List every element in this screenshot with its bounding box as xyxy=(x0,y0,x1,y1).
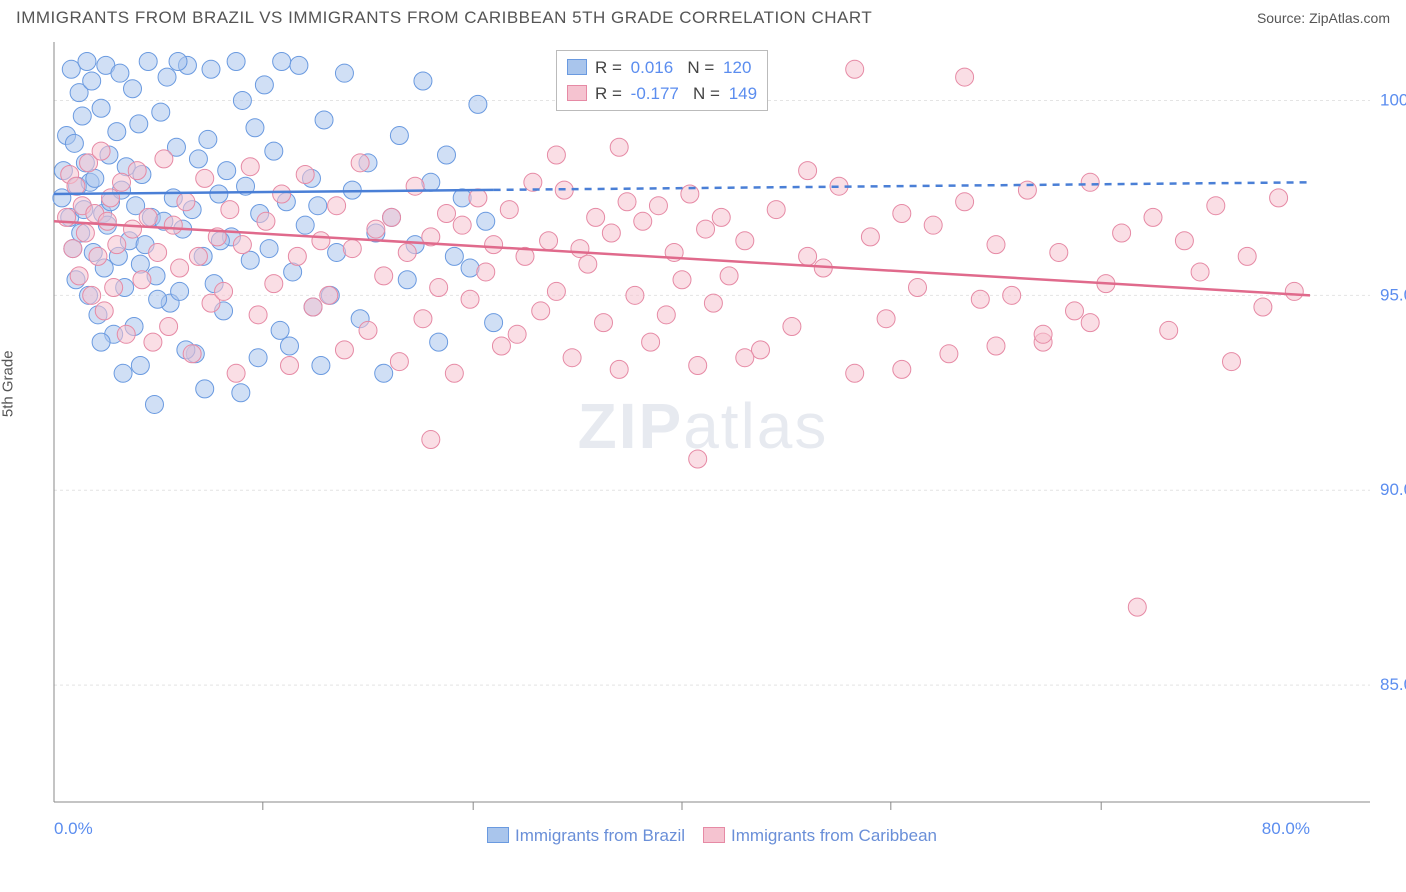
chart-container: 5th Grade 85.0%90.0%95.0%100.0%0.0%80.0%… xyxy=(0,32,1406,852)
legend-label: Immigrants from Caribbean xyxy=(731,826,937,845)
stats-legend-box: R = 0.016 N = 120R = -0.177 N = 149 xyxy=(556,50,768,111)
source-label: Source: ZipAtlas.com xyxy=(1257,10,1390,26)
svg-text:100.0%: 100.0% xyxy=(1380,90,1406,109)
chart-title: IMMIGRANTS FROM BRAZIL VS IMMIGRANTS FRO… xyxy=(16,8,872,28)
svg-text:90.0%: 90.0% xyxy=(1380,480,1406,499)
legend-label: Immigrants from Brazil xyxy=(515,826,685,845)
scatter-plot: 85.0%90.0%95.0%100.0%0.0%80.0% xyxy=(0,32,1406,852)
svg-text:95.0%: 95.0% xyxy=(1380,285,1406,304)
y-axis-label: 5th Grade xyxy=(0,350,17,417)
svg-text:85.0%: 85.0% xyxy=(1380,675,1406,694)
series-legend: Immigrants from Brazil Immigrants from Ca… xyxy=(0,826,1406,846)
